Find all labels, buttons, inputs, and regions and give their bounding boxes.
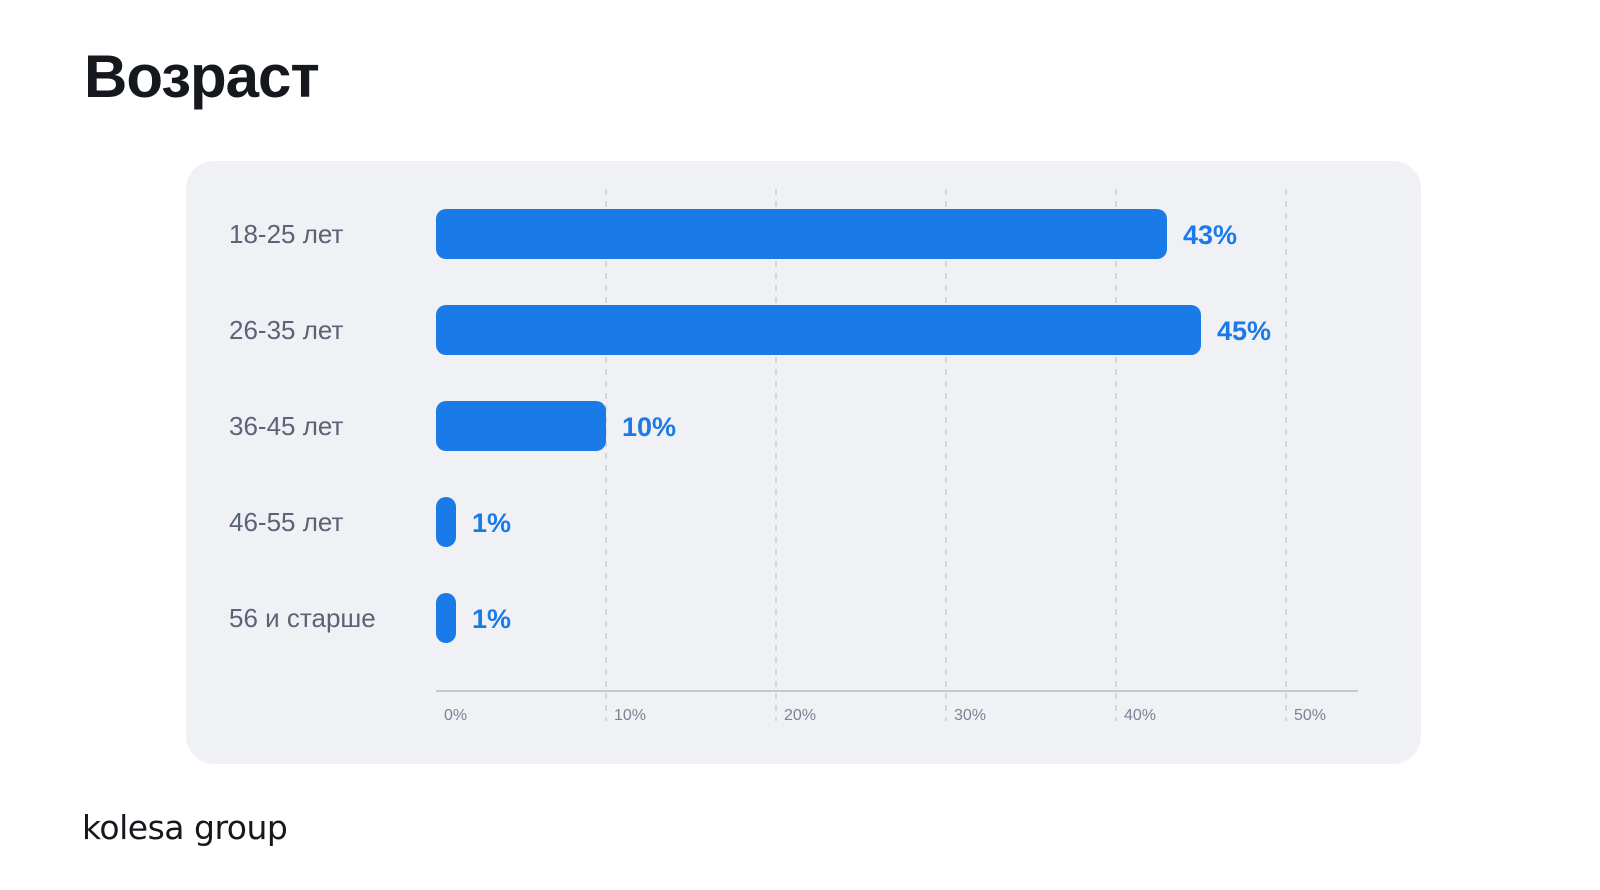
x-tick-label: 40%	[1124, 707, 1156, 724]
chart-card: 0% 10% 20% 30% 40% 50% 18-25 лет 43% 26-35 лет 4…	[186, 161, 1421, 764]
age-bar-chart: 0% 10% 20% 30% 40% 50% 18-25 лет 43% 26-35 лет 4…	[229, 189, 1358, 724]
x-tick-label: 10%	[614, 707, 646, 724]
bar	[436, 401, 606, 451]
bars	[436, 209, 1201, 643]
category-label: 56 и старше	[229, 603, 376, 633]
value-label: 45%	[1217, 316, 1271, 346]
category-label: 46-55 лет	[229, 507, 343, 537]
category-label: 26-35 лет	[229, 315, 343, 345]
page-title: Возраст	[84, 43, 320, 110]
x-tick-label: 20%	[784, 707, 816, 724]
value-label: 43%	[1183, 220, 1237, 250]
value-label: 1%	[472, 508, 511, 538]
labels: 18-25 лет 43% 26-35 лет 45% 36-45 лет 10% 46-5…	[229, 219, 1271, 634]
bar	[436, 497, 456, 547]
kolesa-group-logo: kolesa group	[82, 808, 288, 847]
bar	[436, 305, 1201, 355]
value-label: 1%	[472, 604, 511, 634]
grid-lines	[605, 189, 1287, 721]
value-label: 10%	[622, 412, 676, 442]
category-label: 36-45 лет	[229, 411, 343, 441]
bar	[436, 209, 1167, 259]
x-tick-label: 50%	[1294, 707, 1326, 724]
x-tick-label: 0%	[444, 707, 467, 724]
x-axis: 0% 10% 20% 30% 40% 50%	[436, 690, 1358, 724]
x-tick-label: 30%	[954, 707, 986, 724]
bar	[436, 593, 456, 643]
category-label: 18-25 лет	[229, 219, 343, 249]
